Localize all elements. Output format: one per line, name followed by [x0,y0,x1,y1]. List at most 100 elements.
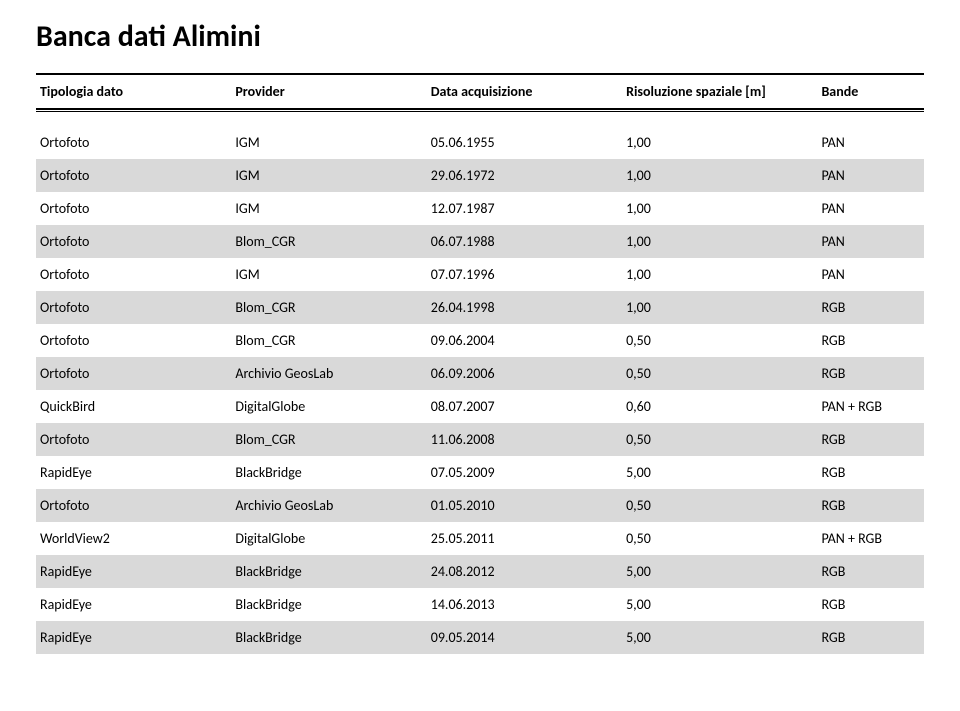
cell-data: 24.08.2012 [427,555,622,588]
cell-data: 25.05.2011 [427,522,622,555]
col-header-data: Data acquisizione [427,74,622,109]
cell-tipologia: RapidEye [36,456,231,489]
cell-bande: PAN [817,126,924,159]
cell-tipologia: Ortofoto [36,258,231,291]
cell-tipologia: Ortofoto [36,357,231,390]
cell-provider: Archivio GeosLab [231,489,426,522]
cell-tipologia: RapidEye [36,621,231,654]
table-row: RapidEyeBlackBridge07.05.20095,00RGB [36,456,924,489]
cell-provider: DigitalGlobe [231,390,426,423]
cell-data: 01.05.2010 [427,489,622,522]
cell-risoluzione: 0,60 [622,390,817,423]
cell-bande: PAN [817,258,924,291]
cell-data: 08.07.2007 [427,390,622,423]
cell-data: 07.05.2009 [427,456,622,489]
cell-risoluzione: 1,00 [622,192,817,225]
cell-bande: RGB [817,489,924,522]
cell-data: 07.07.1996 [427,258,622,291]
table-row: OrtofotoBlom_CGR11.06.20080,50RGB [36,423,924,456]
cell-tipologia: Ortofoto [36,489,231,522]
cell-tipologia: Ortofoto [36,159,231,192]
table-row: OrtofotoIGM12.07.19871,00PAN [36,192,924,225]
cell-provider: Archivio GeosLab [231,357,426,390]
table-row: OrtofotoBlom_CGR09.06.20040,50RGB [36,324,924,357]
cell-risoluzione: 5,00 [622,456,817,489]
cell-risoluzione: 1,00 [622,225,817,258]
cell-provider: BlackBridge [231,456,426,489]
table-body: OrtofotoIGM05.06.19551,00PANOrtofotoIGM2… [36,109,924,654]
table-row: OrtofotoIGM29.06.19721,00PAN [36,159,924,192]
cell-provider: BlackBridge [231,555,426,588]
col-header-risoluzione: Risoluzione spaziale [m] [622,74,817,109]
cell-data: 09.06.2004 [427,324,622,357]
cell-data: 05.06.1955 [427,126,622,159]
cell-tipologia: QuickBird [36,390,231,423]
cell-bande: RGB [817,588,924,621]
table-row: OrtofotoBlom_CGR06.07.19881,00PAN [36,225,924,258]
cell-tipologia: Ortofoto [36,291,231,324]
table-row: OrtofotoIGM05.06.19551,00PAN [36,126,924,159]
cell-risoluzione: 5,00 [622,588,817,621]
cell-risoluzione: 1,00 [622,258,817,291]
cell-data: 14.06.2013 [427,588,622,621]
cell-provider: Blom_CGR [231,225,426,258]
cell-bande: RGB [817,324,924,357]
col-header-tipologia: Tipologia dato [36,74,231,109]
cell-tipologia: Ortofoto [36,324,231,357]
cell-provider: Blom_CGR [231,324,426,357]
table-row: RapidEyeBlackBridge14.06.20135,00RGB [36,588,924,621]
cell-risoluzione: 0,50 [622,357,817,390]
cell-tipologia: Ortofoto [36,192,231,225]
cell-risoluzione: 0,50 [622,324,817,357]
cell-risoluzione: 0,50 [622,423,817,456]
cell-bande: PAN [817,159,924,192]
cell-bande: PAN + RGB [817,522,924,555]
cell-tipologia: Ortofoto [36,423,231,456]
cell-provider: DigitalGlobe [231,522,426,555]
cell-tipologia: WorldView2 [36,522,231,555]
cell-risoluzione: 5,00 [622,555,817,588]
cell-tipologia: RapidEye [36,555,231,588]
table-row: OrtofotoArchivio GeosLab06.09.20060,50RG… [36,357,924,390]
cell-bande: RGB [817,291,924,324]
cell-data: 06.09.2006 [427,357,622,390]
table-row: OrtofotoArchivio GeosLab01.05.20100,50RG… [36,489,924,522]
cell-bande: RGB [817,357,924,390]
cell-data: 11.06.2008 [427,423,622,456]
cell-bande: RGB [817,555,924,588]
cell-data: 29.06.1972 [427,159,622,192]
cell-data: 09.05.2014 [427,621,622,654]
cell-tipologia: Ortofoto [36,225,231,258]
table-row: RapidEyeBlackBridge24.08.20125,00RGB [36,555,924,588]
table-row: WorldView2DigitalGlobe25.05.20110,50PAN … [36,522,924,555]
cell-provider: IGM [231,159,426,192]
cell-bande: RGB [817,456,924,489]
cell-provider: BlackBridge [231,588,426,621]
cell-tipologia: RapidEye [36,588,231,621]
cell-bande: RGB [817,621,924,654]
cell-data: 26.04.1998 [427,291,622,324]
cell-tipologia: Ortofoto [36,126,231,159]
table-row: OrtofotoBlom_CGR26.04.19981,00RGB [36,291,924,324]
cell-risoluzione: 0,50 [622,489,817,522]
col-header-bande: Bande [817,74,924,109]
cell-bande: PAN [817,225,924,258]
cell-provider: Blom_CGR [231,291,426,324]
cell-risoluzione: 1,00 [622,291,817,324]
cell-bande: PAN [817,192,924,225]
cell-data: 06.07.1988 [427,225,622,258]
cell-provider: BlackBridge [231,621,426,654]
table-header: Tipologia dato Provider Data acquisizion… [36,74,924,109]
table-row: OrtofotoIGM07.07.19961,00PAN [36,258,924,291]
cell-provider: Blom_CGR [231,423,426,456]
cell-bande: PAN + RGB [817,390,924,423]
data-table: Tipologia dato Provider Data acquisizion… [36,73,924,654]
table-row: RapidEyeBlackBridge09.05.20145,00RGB [36,621,924,654]
table-row: QuickBirdDigitalGlobe08.07.20070,60PAN +… [36,390,924,423]
cell-provider: IGM [231,258,426,291]
cell-provider: IGM [231,192,426,225]
cell-risoluzione: 0,50 [622,522,817,555]
cell-bande: RGB [817,423,924,456]
cell-risoluzione: 1,00 [622,126,817,159]
col-header-provider: Provider [231,74,426,109]
